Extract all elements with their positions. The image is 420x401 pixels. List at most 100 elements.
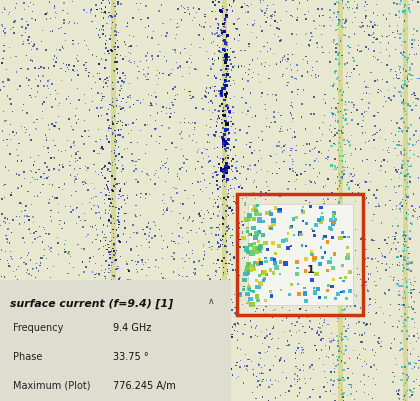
- Point: [335, 340, 342, 347]
- Point: [334, 278, 341, 284]
- Point: [251, 22, 258, 28]
- Point: [415, 217, 420, 223]
- Point: [249, 30, 256, 36]
- Point: [123, 201, 129, 208]
- Point: [222, 41, 229, 48]
- Point: [241, 64, 248, 71]
- Point: [261, 256, 268, 263]
- Point: [218, 91, 225, 97]
- Point: [289, 32, 295, 38]
- Point: [40, 73, 47, 80]
- Point: [403, 259, 410, 265]
- Point: [380, 104, 387, 110]
- Point: [379, 77, 386, 84]
- Point: [112, 154, 119, 160]
- Point: [223, 91, 230, 98]
- Point: [222, 66, 228, 72]
- Point: [340, 124, 347, 130]
- Point: [223, 163, 230, 169]
- Point: [330, 276, 337, 283]
- Point: [332, 115, 339, 122]
- Point: [310, 255, 316, 261]
- Point: [406, 155, 412, 162]
- Point: [66, 249, 73, 255]
- Point: [222, 119, 228, 125]
- Point: [252, 301, 258, 308]
- Point: [176, 176, 183, 182]
- Point: [231, 199, 237, 205]
- Point: [303, 162, 310, 168]
- Point: [46, 231, 53, 238]
- Point: [255, 361, 262, 367]
- Point: [235, 38, 242, 45]
- Point: [366, 91, 373, 97]
- Point: [23, 75, 29, 82]
- Point: [151, 233, 158, 239]
- Point: [225, 67, 231, 73]
- Point: [215, 172, 222, 178]
- Point: [320, 13, 326, 20]
- Point: [327, 209, 334, 215]
- Point: [105, 130, 111, 137]
- Point: [398, 346, 404, 352]
- Point: [316, 14, 323, 20]
- Point: [359, 124, 365, 130]
- Point: [289, 52, 296, 59]
- Point: [231, 22, 237, 28]
- Point: [340, 192, 346, 199]
- Point: [311, 95, 318, 101]
- Point: [68, 124, 75, 131]
- Point: [242, 10, 249, 17]
- Point: [345, 270, 352, 276]
- Point: [335, 119, 341, 126]
- Point: [338, 129, 345, 135]
- Point: [7, 27, 14, 33]
- Point: [223, 13, 230, 20]
- Point: [220, 86, 226, 93]
- Point: [210, 133, 217, 139]
- Point: [203, 86, 210, 92]
- Point: [244, 266, 251, 272]
- Point: [342, 100, 349, 106]
- Point: [139, 227, 146, 233]
- Point: [331, 338, 337, 344]
- Point: [410, 32, 417, 38]
- Point: [401, 289, 408, 296]
- Point: [255, 135, 262, 141]
- Point: [215, 244, 222, 250]
- Point: [401, 289, 408, 296]
- Point: [240, 331, 247, 337]
- Point: [110, 246, 116, 252]
- Point: [69, 207, 76, 213]
- Point: [341, 307, 347, 313]
- Point: [109, 115, 116, 122]
- Point: [294, 378, 301, 385]
- Point: [32, 18, 39, 24]
- Point: [243, 300, 249, 307]
- Point: [304, 0, 311, 4]
- Point: [263, 68, 270, 74]
- Point: [105, 126, 112, 133]
- Point: [336, 276, 343, 283]
- Point: [340, 218, 346, 224]
- Point: [370, 133, 376, 140]
- Point: [278, 303, 284, 310]
- Point: [264, 41, 271, 47]
- Point: [230, 267, 236, 274]
- Point: [3, 249, 9, 255]
- Point: [234, 27, 240, 33]
- Point: [130, 222, 136, 229]
- Point: [207, 126, 213, 132]
- Point: [404, 261, 411, 268]
- Point: [396, 307, 403, 313]
- Point: [55, 114, 62, 120]
- Point: [341, 290, 348, 296]
- Point: [128, 60, 134, 67]
- Point: [403, 278, 410, 285]
- Point: [180, 153, 187, 160]
- Point: [209, 110, 216, 116]
- Point: [340, 115, 346, 122]
- Point: [402, 187, 408, 194]
- Point: [103, 38, 110, 45]
- Point: [289, 14, 296, 21]
